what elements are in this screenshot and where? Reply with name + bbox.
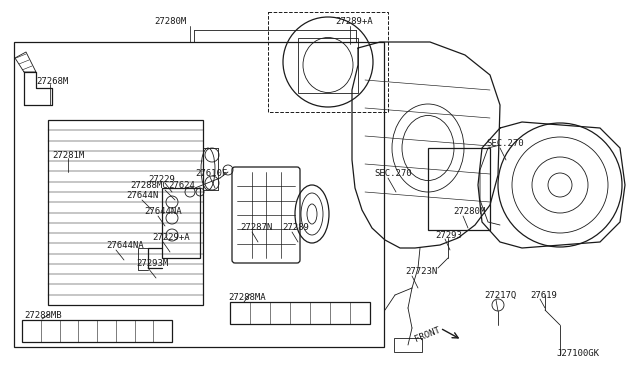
Text: 27287N: 27287N [240, 224, 272, 232]
Text: 27288MB: 27288MB [24, 311, 61, 320]
Bar [298, 38, 358, 93]
Text: SEC.270: SEC.270 [374, 169, 412, 177]
Text: 27644NA: 27644NA [106, 241, 143, 250]
Text: 27644N: 27644N [126, 192, 158, 201]
Text: 27229: 27229 [148, 174, 175, 183]
Text: 27624: 27624 [168, 182, 195, 190]
Text: 27280M: 27280M [453, 208, 485, 217]
Text: 27644NA: 27644NA [144, 208, 182, 217]
Text: 27280M: 27280M [154, 17, 186, 26]
Text: 27723N: 27723N [405, 267, 437, 276]
Text: 27217Q: 27217Q [484, 291, 516, 299]
Bar [162, 188, 200, 258]
Bar [14, 42, 384, 347]
Text: 27288MA: 27288MA [228, 294, 266, 302]
Bar [48, 120, 203, 305]
Text: 27619: 27619 [530, 291, 557, 299]
Text: 27288MC: 27288MC [130, 182, 168, 190]
Bar [268, 12, 388, 112]
Text: 27281M: 27281M [52, 151, 84, 160]
Text: 27293: 27293 [435, 231, 462, 240]
Text: 27610F: 27610F [195, 169, 227, 177]
Text: 27289+A: 27289+A [335, 17, 372, 26]
Bar [428, 148, 490, 230]
Bar [22, 320, 172, 342]
Text: 27268M: 27268M [36, 77, 68, 87]
Text: J27100GK: J27100GK [556, 350, 599, 359]
Text: FRONT: FRONT [414, 326, 442, 344]
Bar [394, 338, 422, 352]
Text: SEC.270: SEC.270 [486, 138, 524, 148]
Bar [230, 302, 370, 324]
Text: 27289: 27289 [282, 224, 309, 232]
Text: 27229+A: 27229+A [152, 234, 189, 243]
Text: 27293M: 27293M [136, 260, 168, 269]
